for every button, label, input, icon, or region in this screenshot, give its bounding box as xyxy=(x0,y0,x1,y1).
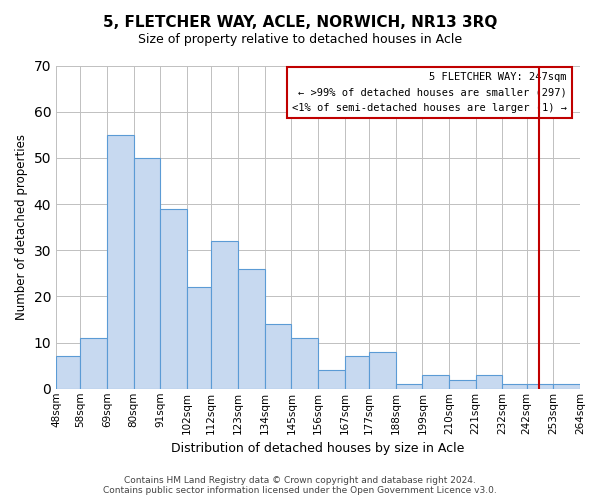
Bar xyxy=(238,268,265,389)
Bar xyxy=(476,375,502,389)
X-axis label: Distribution of detached houses by size in Acle: Distribution of detached houses by size … xyxy=(172,442,465,455)
Bar xyxy=(265,324,292,389)
Bar xyxy=(449,380,476,389)
Bar xyxy=(553,384,580,389)
Text: Contains HM Land Registry data © Crown copyright and database right 2024.
Contai: Contains HM Land Registry data © Crown c… xyxy=(103,476,497,495)
Bar xyxy=(134,158,160,389)
Text: 5 FLETCHER WAY: 247sqm
← >99% of detached houses are smaller (297)
<1% of semi-d: 5 FLETCHER WAY: 247sqm ← >99% of detache… xyxy=(292,72,567,113)
Bar xyxy=(422,375,449,389)
Bar xyxy=(80,338,107,389)
Y-axis label: Number of detached properties: Number of detached properties xyxy=(15,134,28,320)
Bar xyxy=(56,356,80,389)
Bar xyxy=(107,135,134,389)
Text: 5, FLETCHER WAY, ACLE, NORWICH, NR13 3RQ: 5, FLETCHER WAY, ACLE, NORWICH, NR13 3RQ xyxy=(103,15,497,30)
Text: Size of property relative to detached houses in Acle: Size of property relative to detached ho… xyxy=(138,32,462,46)
Bar xyxy=(160,208,187,389)
Bar xyxy=(318,370,345,389)
Bar xyxy=(211,241,238,389)
Bar xyxy=(369,352,395,389)
Bar xyxy=(292,338,318,389)
Bar xyxy=(187,287,211,389)
Bar xyxy=(502,384,527,389)
Bar xyxy=(395,384,422,389)
Bar xyxy=(527,384,553,389)
Bar xyxy=(345,356,369,389)
